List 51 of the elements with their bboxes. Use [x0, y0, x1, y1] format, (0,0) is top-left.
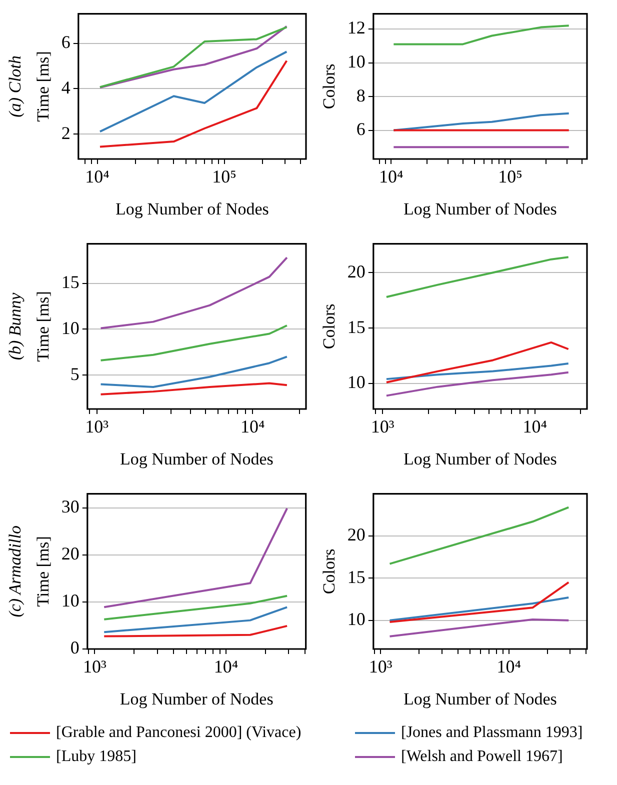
y-axis-title: Colors — [320, 64, 339, 110]
y-axis-title: Time [ms] — [34, 536, 53, 607]
x-tick-label: 10⁴ — [85, 166, 110, 187]
y-tick-label: 10 — [347, 372, 366, 392]
y-tick-label: 20 — [347, 261, 366, 282]
x-tick-label: 10³ — [370, 416, 395, 437]
y-tick-label: 10 — [61, 318, 80, 338]
x-axis-title: Log Number of Nodes — [115, 199, 269, 218]
legend-label: [Luby 1985] — [56, 748, 136, 766]
y-axis-title: Colors — [320, 304, 339, 350]
y-tick-label: 15 — [347, 316, 366, 337]
y-tick-label: 20 — [61, 544, 80, 564]
text: (c) Armadillo — [5, 526, 24, 618]
x-tick-label: 10⁵ — [212, 166, 236, 187]
x-tick-label: 10⁴ — [378, 166, 404, 187]
y-tick-label: 5 — [70, 364, 80, 384]
x-axis-title: Log Number of Nodes — [120, 449, 274, 468]
x-tick-label: 10³ — [85, 416, 110, 437]
y-tick-label: 8 — [356, 85, 366, 106]
x-axis-title: Log Number of Nodes — [403, 689, 557, 708]
y-tick-label: 30 — [61, 496, 80, 517]
y-axis-title: Time [ms] — [34, 51, 53, 122]
x-tick-label: 10⁴ — [214, 656, 238, 677]
x-tick-label: 10⁵ — [498, 166, 522, 187]
y-tick-label: 12 — [347, 18, 366, 38]
y-tick-label: 10 — [61, 590, 80, 611]
legend-label: [Grable and Panconesi 2000] (Vivace) — [56, 724, 302, 742]
y-tick-label: 0 — [70, 638, 80, 658]
x-tick-label: 10³ — [82, 656, 107, 677]
x-tick-label: 10³ — [368, 656, 393, 677]
y-axis-title: Colors — [320, 548, 339, 594]
y-tick-label: 6 — [61, 32, 70, 52]
x-tick-label: 10⁴ — [522, 416, 548, 437]
y-tick-label: 10 — [347, 51, 366, 72]
y-tick-label: 6 — [356, 119, 366, 140]
text: (b) Bunny — [5, 292, 24, 360]
x-tick-label: 10⁴ — [496, 656, 522, 677]
legend-label: [Welsh and Powell 1967] — [401, 748, 563, 766]
text: (a) Cloth — [5, 55, 24, 118]
x-axis-title: Log Number of Nodes — [120, 689, 274, 708]
y-tick-label: 15 — [347, 566, 366, 587]
x-axis-title: Log Number of Nodes — [403, 199, 557, 218]
x-axis-title: Log Number of Nodes — [403, 449, 557, 468]
y-tick-label: 20 — [347, 524, 366, 545]
y-tick-label: 2 — [61, 122, 70, 143]
y-tick-label: 10 — [347, 609, 366, 630]
y-tick-label: 4 — [61, 77, 70, 98]
y-tick-label: 15 — [61, 272, 80, 292]
y-axis-title: Time [ms] — [34, 291, 53, 362]
legend-label: [Jones and Plassmann 1993] — [401, 724, 583, 742]
x-tick-label: 10⁴ — [240, 416, 265, 437]
